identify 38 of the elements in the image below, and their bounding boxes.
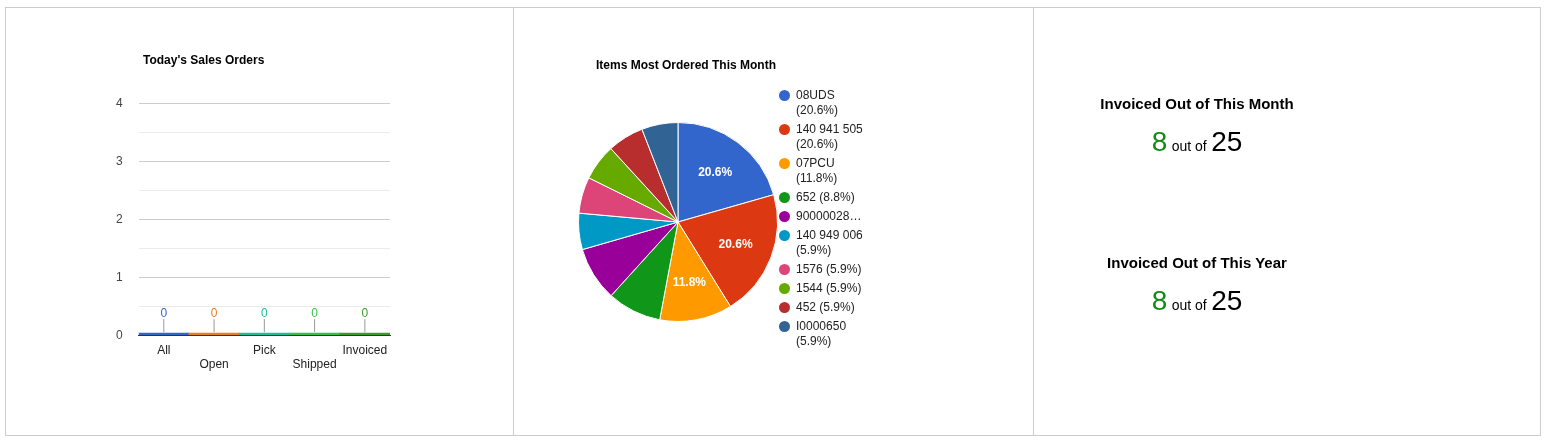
x-tick-label: Pick: [253, 342, 277, 357]
legend-label: 140 941 505 (20.6%): [795, 122, 864, 152]
text: out of: [1171, 138, 1207, 154]
legend-label: 140 949 006 (5.9%): [795, 228, 864, 258]
y-tick-label: 3: [115, 153, 123, 168]
text: 8: [1151, 126, 1168, 157]
legend-label: 07PCU (11.8%): [795, 156, 839, 186]
x-tick-label: Invoiced: [342, 342, 388, 357]
data-label: 0: [210, 305, 218, 320]
x-tick-label: All: [157, 342, 171, 357]
legend-label: 452 (5.9%): [795, 300, 856, 315]
text: Invoiced Out of This Month: [1099, 95, 1295, 112]
legend-label: I0000650 (5.9%): [795, 319, 848, 349]
legend-label: 1576 (5.9%): [795, 262, 863, 277]
text: out of: [1171, 297, 1207, 313]
y-tick-label: 2: [115, 211, 123, 226]
chart-title: Items Most Ordered This Month: [596, 58, 777, 72]
text: 25: [1211, 126, 1243, 157]
x-tick-label: Open: [199, 357, 229, 372]
x-tick-label: Shipped: [292, 357, 337, 372]
legend-label: 652 (8.8%): [795, 190, 856, 205]
y-tick-label: 4: [115, 95, 123, 110]
text: Invoiced Out of This Year: [1106, 254, 1288, 271]
data-label: 20.6%: [698, 165, 733, 180]
data-label: 0: [160, 305, 168, 320]
y-tick-label: 0: [115, 327, 123, 342]
y-tick-label: 1: [115, 269, 123, 284]
data-label: 0: [260, 305, 268, 320]
data-label: 0: [311, 305, 319, 320]
text: 8: [1151, 285, 1168, 316]
data-label: 11.8%: [672, 274, 707, 289]
legend-label: 08UDS (20.6%): [795, 88, 840, 118]
legend-label: 1544 (5.9%): [795, 281, 863, 296]
legend-label: 90000028…: [795, 209, 863, 224]
chart-title: Today's Sales Orders: [143, 53, 265, 67]
data-label: 20.6%: [718, 236, 753, 251]
text: 25: [1211, 285, 1243, 316]
data-label: 0: [361, 305, 369, 320]
